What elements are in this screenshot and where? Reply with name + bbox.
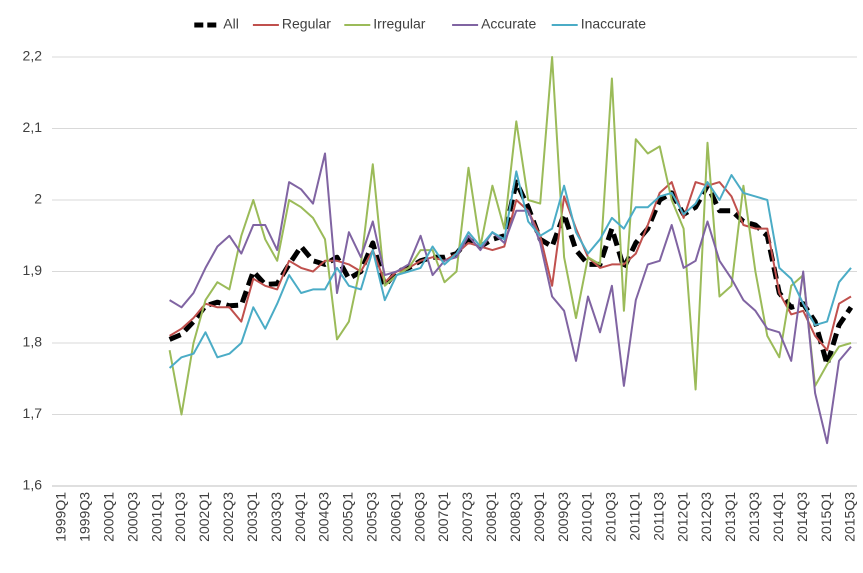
x-tick-label: 2015Q3 (842, 492, 858, 542)
x-tick-label: 2000Q3 (124, 492, 140, 542)
series-line (168, 170, 852, 369)
x-tick-label: 2002Q3 (220, 492, 236, 542)
x-tick-label: 2004Q1 (292, 492, 308, 542)
legend-label: Regular (282, 16, 331, 32)
x-tick-label: 2011Q1 (627, 492, 643, 541)
x-tick-label: 2006Q3 (411, 492, 427, 542)
x-tick-label: 2010Q3 (603, 492, 619, 542)
series-line (169, 152, 852, 445)
y-tick-label: 2,1 (23, 119, 43, 135)
x-tick-label: 2008Q3 (507, 492, 523, 542)
x-tick-label: 2009Q3 (555, 492, 571, 542)
x-tick-label: 2012Q3 (698, 492, 714, 542)
x-tick-label: 2001Q1 (148, 492, 164, 542)
legend-label: Inaccurate (581, 16, 647, 32)
series-line (169, 181, 852, 352)
x-tick-label: 1999Q3 (77, 492, 93, 542)
y-tick-label: 1,8 (23, 334, 43, 350)
y-tick-label: 2 (34, 191, 42, 207)
series-line (168, 56, 852, 416)
x-tick-label: 2015Q1 (818, 492, 834, 542)
y-tick-label: 1,9 (23, 262, 43, 278)
y-tick-label: 1,6 (23, 477, 43, 493)
y-tick-label: 2,2 (23, 48, 43, 64)
legend-label: All (223, 16, 239, 32)
y-tick-label: 1,7 (23, 405, 43, 421)
x-tick-label: 2001Q3 (172, 492, 188, 542)
x-tick-label: 2013Q1 (722, 492, 738, 542)
x-tick-label: 2014Q3 (794, 492, 810, 542)
x-tick-label: 2003Q1 (244, 492, 260, 542)
x-tick-label: 2012Q1 (674, 492, 690, 542)
x-tick-label: 2002Q1 (196, 492, 212, 542)
x-tick-label: 2006Q1 (387, 492, 403, 542)
x-tick-label: 2014Q1 (770, 492, 786, 542)
x-tick-label: 2008Q1 (483, 492, 499, 542)
x-tick-label: 2000Q1 (101, 492, 117, 542)
x-tick-label: 2003Q3 (268, 492, 284, 542)
x-tick-label: 2007Q1 (435, 492, 451, 542)
legend-label: Irregular (373, 16, 425, 32)
legend-label: Accurate (481, 16, 536, 32)
x-tick-label: 2011Q3 (650, 492, 666, 541)
x-tick-label: 2009Q1 (531, 492, 547, 542)
x-tick-label: 2013Q3 (746, 492, 762, 542)
x-tick-label: 2005Q3 (364, 492, 380, 542)
x-tick-label: 2007Q3 (459, 492, 475, 542)
x-tick-label: 2005Q1 (340, 492, 356, 542)
x-tick-label: 1999Q1 (53, 492, 69, 542)
x-tick-label: 2004Q3 (316, 492, 332, 542)
x-tick-label: 2010Q1 (579, 492, 595, 542)
